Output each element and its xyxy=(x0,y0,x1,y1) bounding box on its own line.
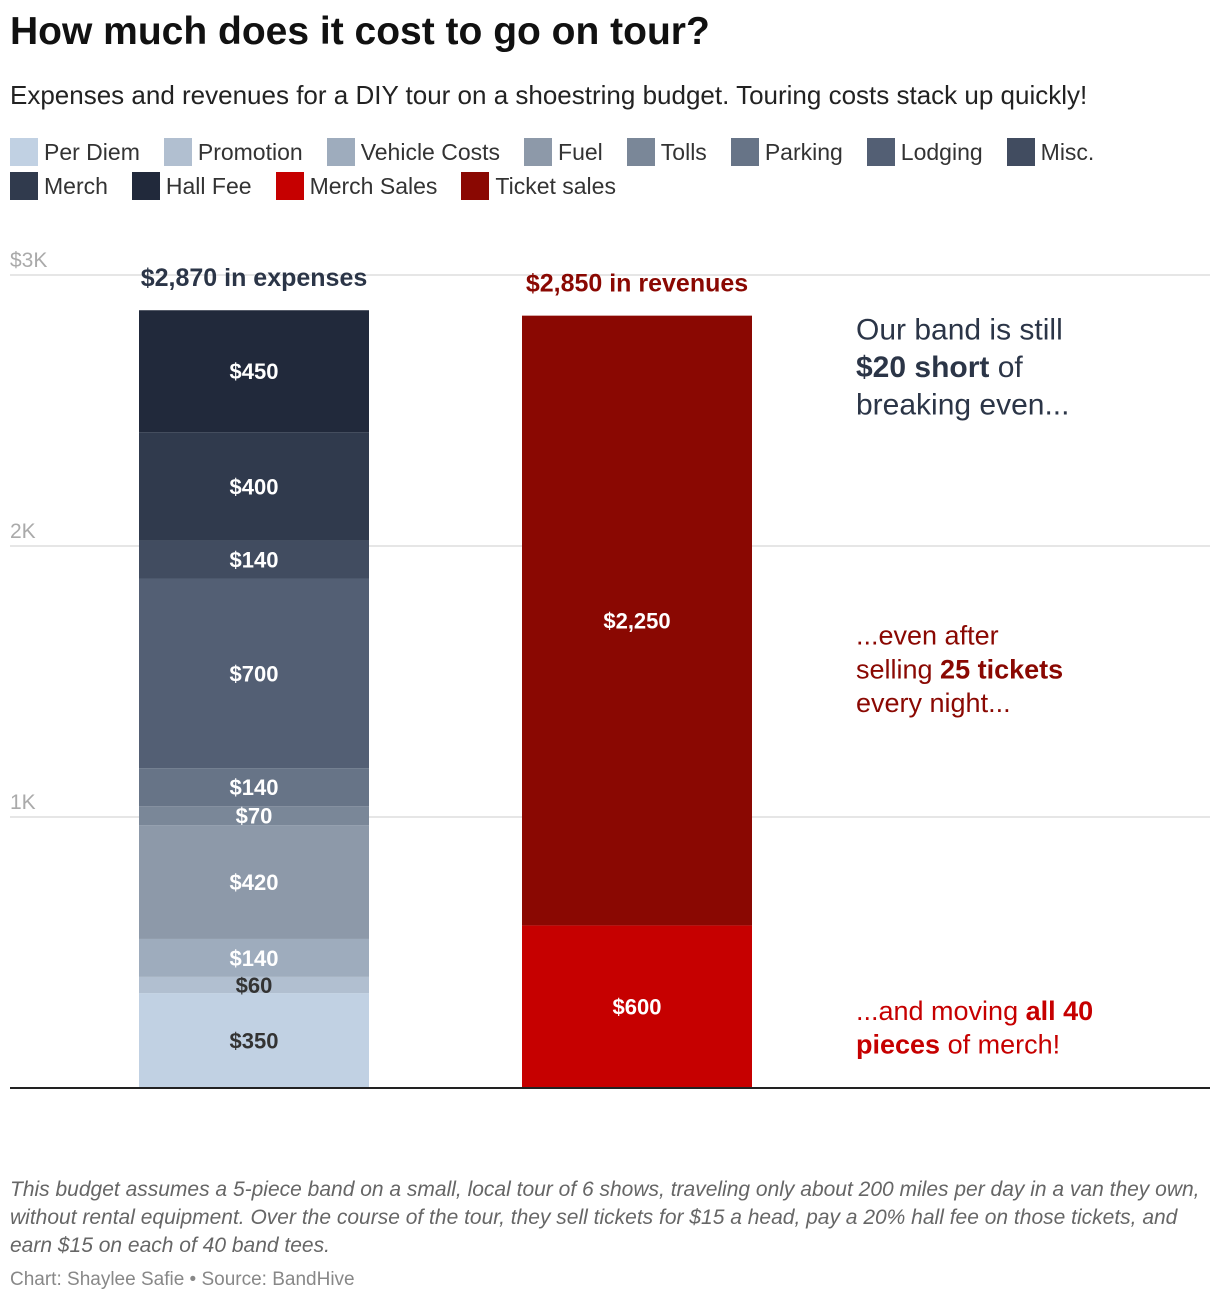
footnote: This budget assumes a 5-piece band on a … xyxy=(10,1178,1200,1257)
legend-label: Misc. xyxy=(1040,138,1095,165)
bar-segment-misc xyxy=(139,540,369,579)
legend-swatch xyxy=(866,138,895,166)
legend-item-per-diem: Per Diem xyxy=(10,138,140,166)
legend-label: Parking xyxy=(764,138,843,165)
total-label: $2,870 in expenses xyxy=(141,264,368,292)
legend-swatch xyxy=(10,138,38,166)
legend-item-ticket-sales: Ticket sales xyxy=(461,172,616,200)
legend-swatch xyxy=(1006,138,1035,166)
annotation-text: Our band is still xyxy=(856,314,1063,347)
legend-label: Per Diem xyxy=(44,138,140,165)
legend-item-misc: Misc. xyxy=(1006,138,1095,166)
credit-line: Chart: Shaylee Safie • Source: BandHive xyxy=(10,1269,355,1290)
bar-segment-parking xyxy=(139,768,369,807)
legend-label: Ticket sales xyxy=(495,172,616,199)
bar-segment-hall-fee xyxy=(139,310,369,433)
total-label: $2,850 in revenues xyxy=(526,270,748,298)
legend-item-merch: Merch xyxy=(10,172,108,200)
legend-item-lodging: Lodging xyxy=(866,138,983,166)
legend-item-promotion: Promotion xyxy=(163,138,303,166)
legend-swatch xyxy=(131,172,160,200)
data-label-vehicle-costs: $140 xyxy=(230,946,279,971)
legend-swatch xyxy=(524,138,553,166)
annotation-text: every night... xyxy=(856,688,1011,718)
legend-label: Merch Sales xyxy=(309,172,438,199)
chart-title: How much does it cost to go on tour? xyxy=(10,10,710,53)
bar-segment-lodging xyxy=(139,578,369,769)
legend-item-tolls: Tolls xyxy=(626,138,707,166)
data-label-merch: $400 xyxy=(230,474,279,499)
legend-swatch xyxy=(10,172,38,200)
annotation-text: all 40 xyxy=(1026,996,1094,1026)
legend-swatch xyxy=(326,138,355,166)
legend: Per Diem Promotion Vehicle Costs Fuel Tolls P… xyxy=(10,138,1200,200)
annotation-text: 25 tickets xyxy=(940,654,1063,684)
legend-swatch xyxy=(275,172,304,200)
legend-label: Vehicle Costs xyxy=(360,138,501,165)
y-tick-label: 1K xyxy=(10,791,36,814)
annotation: Our band is still $20 short of breaking ev… xyxy=(856,314,1069,422)
legend-item-parking: Parking xyxy=(730,138,843,166)
annotation-text: of merch! xyxy=(940,1030,1060,1060)
data-label-lodging: $700 xyxy=(230,661,279,686)
legend-swatch xyxy=(730,138,759,166)
annotation: ...even after selling 25 tickets every nig… xyxy=(856,621,1063,719)
data-label-parking: $140 xyxy=(230,775,279,800)
bar-segment-per-diem xyxy=(139,993,369,1088)
legend-label: Promotion xyxy=(197,138,303,165)
legend-label: Merch xyxy=(44,172,108,199)
data-label-tolls: $70 xyxy=(236,804,273,829)
legend-swatch xyxy=(461,172,490,200)
data-label-promotion: $60 xyxy=(236,973,273,998)
data-label-hall-fee: $450 xyxy=(230,359,279,384)
legend-label: Lodging xyxy=(900,138,983,165)
bar-segment-fuel xyxy=(139,825,369,939)
legend-swatch xyxy=(626,138,655,166)
bar-segment-merch xyxy=(139,432,369,541)
legend-item-merch-sales: Merch Sales xyxy=(275,172,438,200)
legend-item-vehicle-costs: Vehicle Costs xyxy=(326,138,501,166)
legend-label: Fuel xyxy=(558,138,603,165)
annotation-text: pieces xyxy=(856,1030,940,1060)
bar-segment-tolls xyxy=(139,806,369,826)
data-label-misc: $140 xyxy=(230,548,279,573)
bar-segment-ticket-sales xyxy=(522,315,752,926)
legend-swatch xyxy=(163,138,192,166)
annotation-text: ...even after xyxy=(856,621,999,651)
bar-segment-promotion xyxy=(139,976,369,994)
legend-label: Hall Fee xyxy=(165,172,252,199)
annotation-text: $20 short xyxy=(856,351,989,384)
bar-segment-vehicle-costs xyxy=(139,938,369,977)
legend-item-fuel: Fuel xyxy=(524,138,603,166)
legend-item-hall-fee: Hall Fee xyxy=(131,172,252,200)
data-label-ticket-sales: $2,250 xyxy=(603,609,670,634)
chart-subtitle: Expenses and revenues for a DIY tour on … xyxy=(10,80,1088,110)
bar-segment-merch-sales xyxy=(522,925,752,1088)
y-tick-label: $3K xyxy=(10,249,47,272)
legend-label: Tolls xyxy=(660,138,707,165)
annotation-text: breaking even... xyxy=(856,389,1069,422)
data-label-merch-sales: $600 xyxy=(613,995,662,1020)
data-label-fuel: $420 xyxy=(230,870,279,895)
annotation-text: ...and moving xyxy=(856,996,1026,1026)
annotation-text: selling xyxy=(856,654,940,684)
y-tick-label: 2K xyxy=(10,520,36,543)
annotation-text: of xyxy=(989,351,1023,384)
data-label-per-diem: $350 xyxy=(230,1029,279,1054)
annotation: ...and moving all 40 pieces of merch! xyxy=(856,996,1093,1060)
